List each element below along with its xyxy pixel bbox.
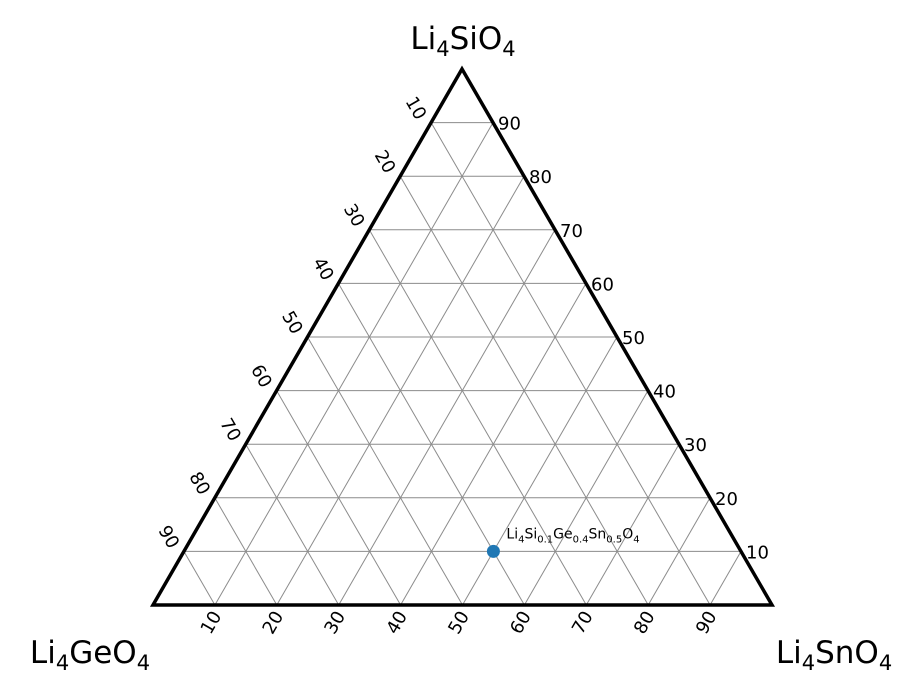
tick-label-bottom-90: 90	[692, 608, 722, 638]
tick-label-left-70: 70	[215, 415, 245, 445]
grid-line-right-90	[709, 551, 742, 606]
grid-line-left-70	[245, 443, 340, 606]
tick-label-right-90: 90	[498, 114, 521, 135]
tick-label-bottom-20: 20	[259, 608, 289, 638]
tick-label-right-40: 40	[653, 382, 676, 403]
tick-label-right-30: 30	[684, 435, 707, 456]
vertex-label-left: Li4GeO4	[30, 635, 150, 675]
grid-line-left-10	[430, 122, 711, 606]
tick-label-bottom-80: 80	[630, 608, 660, 638]
tick-label-right-10: 10	[746, 542, 769, 563]
data-points: Li4Si0.1Ge0.4Sn0.5O4	[486, 526, 640, 558]
tick-label-left-30: 30	[339, 200, 369, 230]
grid-line-right-60	[523, 390, 649, 606]
tick-label-bottom-10: 10	[197, 608, 227, 638]
grid-line-right-70	[585, 443, 680, 606]
tick-label-left-50: 50	[277, 308, 307, 338]
tick-label-right-20: 20	[715, 489, 738, 510]
grid-line-left-60	[276, 390, 402, 606]
tick-label-left-80: 80	[184, 468, 214, 498]
tick-label-right-50: 50	[622, 328, 645, 349]
tick-label-right-70: 70	[560, 221, 583, 242]
vertex-label-right: Li4SnO4	[776, 635, 892, 675]
tick-label-left-90: 90	[154, 522, 184, 552]
tick-label-left-20: 20	[370, 147, 400, 177]
tick-label-left-40: 40	[308, 254, 338, 284]
tick-label-bottom-50: 50	[444, 608, 474, 638]
grid-line-left-30	[368, 229, 587, 606]
vertex-label-top: Li4SiO4	[410, 21, 515, 61]
tick-label-right-80: 80	[529, 167, 552, 188]
tick-label-left-10: 10	[401, 93, 431, 123]
tick-label-bottom-70: 70	[568, 608, 598, 638]
grid-line-left-50	[307, 336, 463, 606]
grid-line-left-80	[214, 497, 278, 606]
triangle-frame	[149, 65, 776, 607]
grid-lines	[183, 122, 742, 606]
grid-line-right-30	[338, 229, 556, 606]
data-point-label-0: Li4Si0.1Ge0.4Sn0.5O4	[506, 526, 639, 545]
grid-line-right-50	[462, 336, 618, 606]
tick-label-right-60: 60	[591, 274, 614, 295]
grid-line-right-10	[214, 122, 494, 606]
data-point-0	[486, 544, 500, 558]
tick-label-bottom-60: 60	[506, 608, 536, 638]
tick-label-bottom-40: 40	[382, 608, 412, 638]
tick-label-left-60: 60	[246, 361, 276, 391]
tick-label-bottom-30: 30	[320, 608, 350, 638]
grid-line-right-80	[647, 497, 711, 606]
grid-line-left-90	[183, 551, 216, 606]
